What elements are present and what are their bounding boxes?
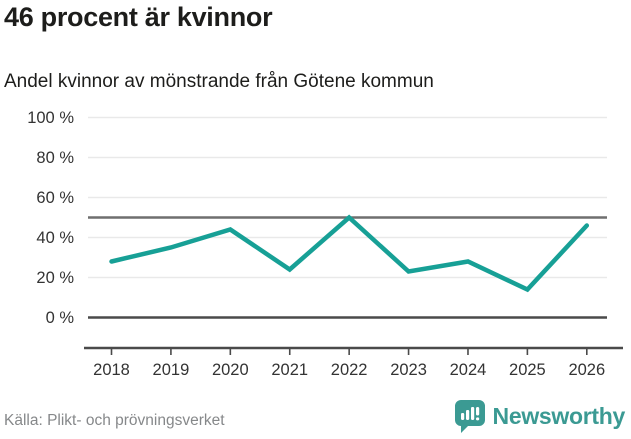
speech-bubble-shape [454, 400, 485, 433]
source-label: Källa: Plikt- och prövningsverket [4, 412, 225, 429]
x-tick-label: 2021 [271, 361, 308, 379]
x-tick-label: 2024 [450, 361, 487, 379]
y-tick-label: 100 % [27, 109, 74, 127]
y-tick-label: 40 % [36, 229, 74, 247]
x-tick-label: 2026 [568, 361, 605, 379]
x-tick-label: 2019 [153, 361, 190, 379]
newsworthy-logo-icon [454, 400, 485, 433]
exclamation-dot [475, 417, 479, 421]
x-tick-label: 2020 [212, 361, 249, 379]
chart-subtitle: Andel kvinnor av mönstrande från Götene … [4, 71, 434, 92]
y-tick-label: 80 % [36, 149, 74, 167]
mini-bar-chart-glyph [460, 407, 479, 421]
page-title: 46 procent är kvinnor [4, 2, 273, 32]
exclamation-bar [475, 407, 479, 416]
data-line [109, 214, 590, 293]
y-tick-label: 0 % [46, 309, 75, 327]
x-tick-label: 2025 [509, 361, 546, 379]
y-tick-label: 60 % [36, 189, 74, 207]
newsworthy-logo: Newsworthy [453, 399, 625, 434]
x-tick-label: 2023 [390, 361, 427, 379]
x-tick-label: 2022 [331, 361, 368, 379]
x-tick-label: 2018 [93, 361, 130, 379]
newsworthy-wordmark: Newsworthy [492, 403, 626, 429]
line-chart: 0 % 20 % 40 % 60 % 80 % 100 % 2018 2019 2020 2021… [27, 109, 623, 379]
y-tick-label: 20 % [36, 269, 74, 287]
